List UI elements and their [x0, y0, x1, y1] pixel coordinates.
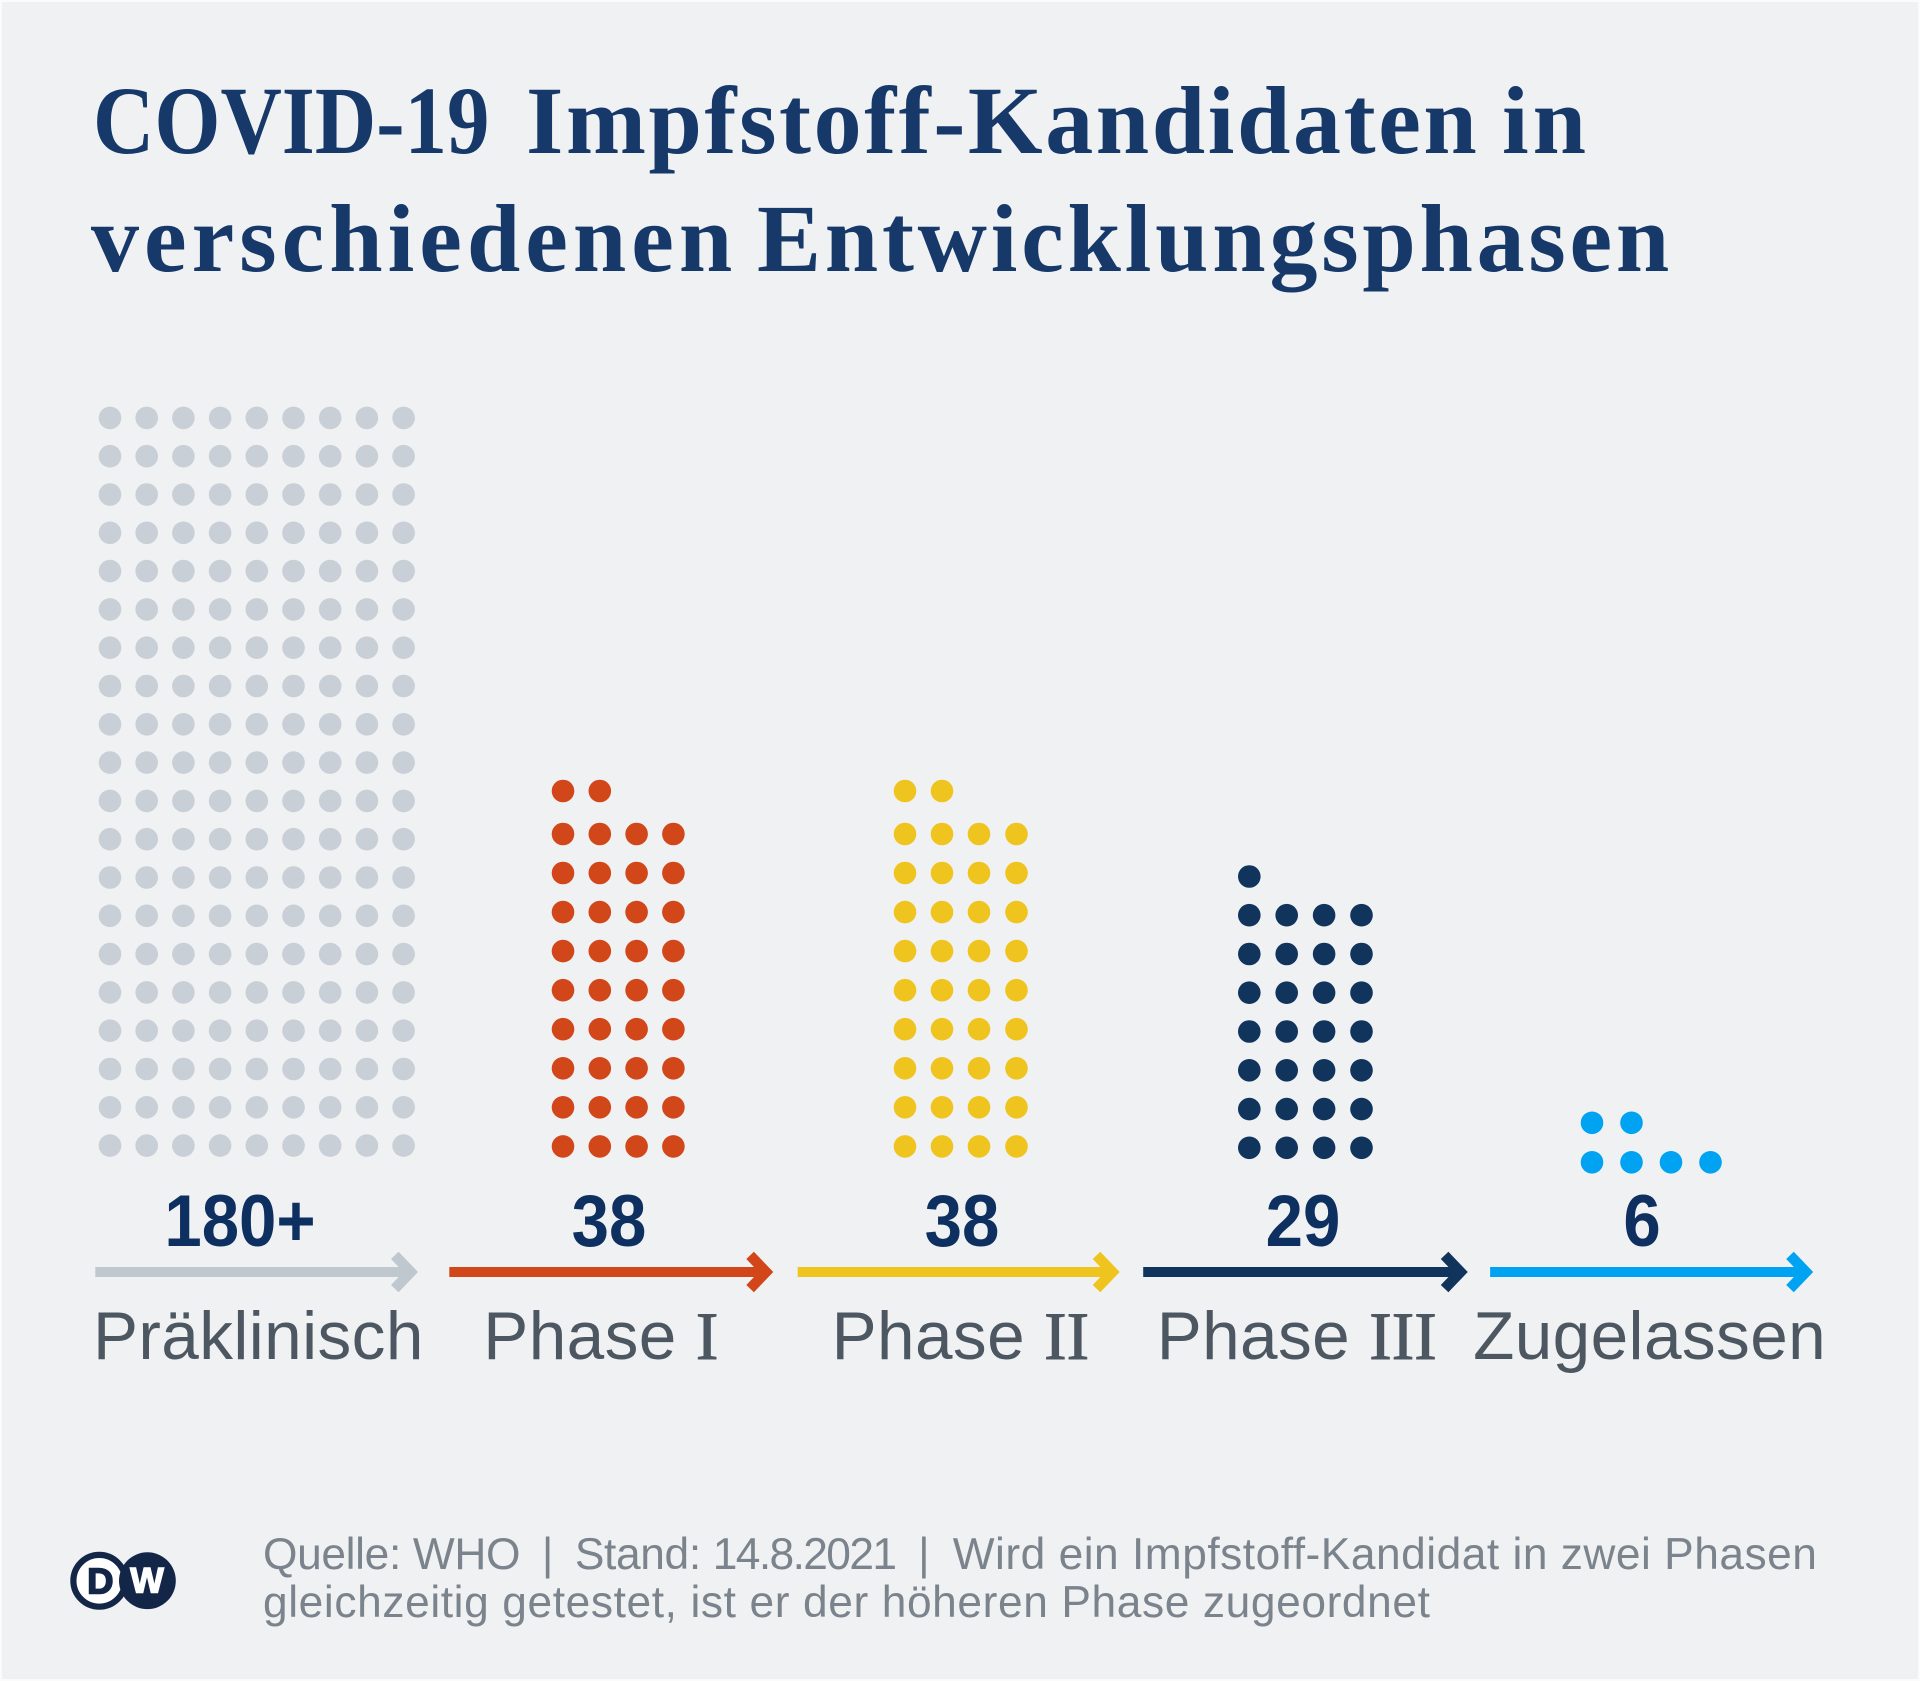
svg-text:W: W	[130, 1561, 164, 1601]
svg-text:D: D	[87, 1561, 113, 1602]
